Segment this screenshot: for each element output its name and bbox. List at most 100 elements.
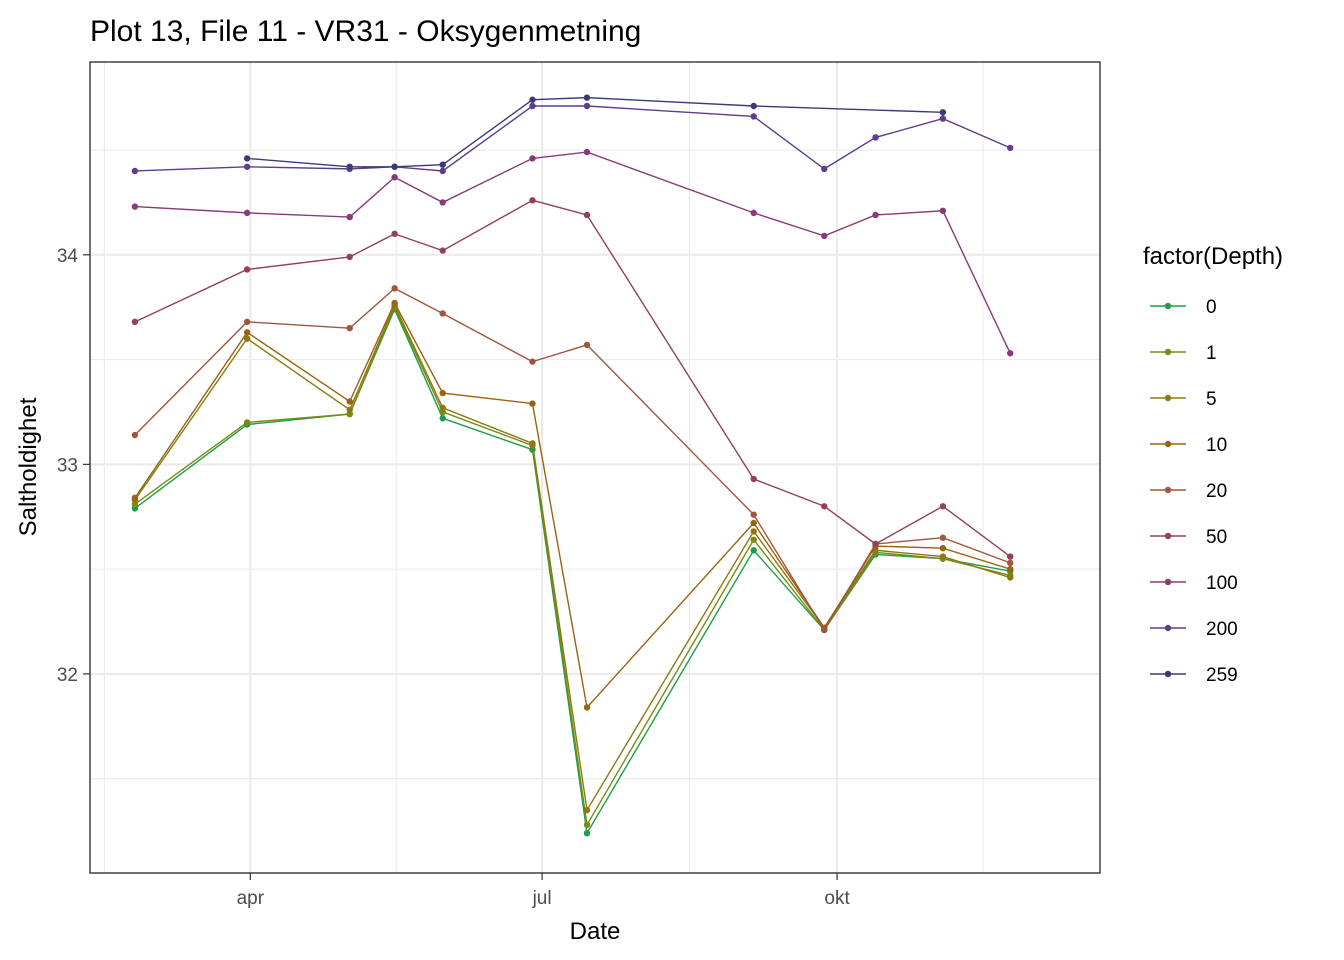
y-tick-label: 34 [57, 246, 79, 267]
series-line [134, 151, 1011, 354]
data-point [821, 232, 828, 240]
data-point [939, 503, 947, 510]
series-200 [131, 102, 1014, 175]
series-line [134, 303, 1011, 813]
data-point [243, 163, 251, 170]
data-point [439, 415, 446, 422]
data-point [243, 419, 251, 426]
legend-title: factor(Depth) [1143, 243, 1283, 270]
data-point [583, 821, 591, 829]
series-line [134, 199, 1011, 558]
series-1 [131, 303, 1014, 829]
data-point [750, 519, 757, 527]
series-20 [131, 285, 1014, 634]
data-point [346, 253, 353, 261]
data-point [439, 247, 446, 254]
y-tick-label: 32 [57, 665, 78, 686]
data-point [1007, 559, 1014, 567]
legend-label: 0 [1206, 297, 1217, 318]
data-point [750, 102, 757, 110]
series-10 [131, 299, 1014, 711]
data-point [750, 475, 757, 483]
data-point [1007, 144, 1014, 152]
data-point [750, 209, 757, 217]
data-point [243, 155, 251, 162]
legend-item-10: 10 [1150, 435, 1227, 456]
data-point [439, 310, 446, 317]
data-point [750, 511, 757, 518]
legend-item-200: 200 [1150, 619, 1238, 640]
data-point [346, 213, 353, 221]
series-100 [131, 148, 1014, 357]
data-point [1007, 350, 1014, 357]
data-point [583, 102, 591, 110]
y-axis-title: Saltholdighet [15, 397, 42, 536]
data-point [1007, 553, 1014, 560]
legend-item-20: 20 [1150, 481, 1227, 502]
y-axis: 32 33 34 [57, 246, 90, 686]
data-point [583, 341, 591, 349]
data-point [131, 431, 139, 439]
legend-item-50: 50 [1150, 527, 1227, 548]
legend-key-point [1164, 624, 1172, 632]
data-point [439, 404, 446, 411]
data-point [243, 329, 251, 336]
data-point [583, 704, 591, 711]
series-line [134, 287, 1011, 632]
data-point [750, 113, 757, 120]
series-line [134, 105, 1011, 172]
series-50 [131, 197, 1014, 560]
legend-key-point [1164, 670, 1172, 678]
data-point [243, 209, 251, 217]
data-point [583, 829, 591, 837]
series-line [134, 301, 1011, 709]
data-point [529, 155, 536, 162]
data-point [391, 299, 398, 307]
data-point [346, 406, 353, 414]
data-point [529, 102, 536, 110]
legend-label: 10 [1206, 435, 1227, 456]
legend-label: 50 [1206, 527, 1227, 548]
legend-label: 200 [1206, 619, 1238, 640]
data-point [939, 109, 947, 116]
x-tick-label: apr [237, 888, 265, 909]
data-point [243, 266, 251, 273]
series-layer [131, 94, 1014, 837]
legend-key-point [1164, 532, 1172, 540]
legend-key-point [1164, 440, 1172, 448]
data-point [821, 165, 828, 173]
series-line [247, 96, 943, 168]
data-point [391, 285, 398, 292]
x-axis: apr jul okt [237, 873, 850, 909]
data-point [529, 197, 536, 204]
y-tick-label: 33 [57, 455, 78, 476]
data-point [439, 167, 446, 175]
data-point [529, 440, 536, 447]
data-point [939, 544, 947, 552]
data-point [439, 389, 446, 397]
series-259 [243, 94, 947, 170]
legend-item-1: 1 [1150, 343, 1217, 364]
series-0 [131, 306, 1014, 837]
data-point [391, 163, 398, 170]
data-point [131, 318, 139, 326]
data-point [131, 494, 139, 502]
data-point [346, 324, 353, 332]
legend-key-point [1164, 486, 1172, 494]
legend-key-point [1164, 578, 1172, 586]
data-point [1007, 574, 1014, 581]
data-point [750, 536, 757, 543]
data-point [872, 134, 879, 141]
legend-item-5: 5 [1150, 389, 1217, 410]
data-point [583, 148, 591, 156]
data-point [346, 398, 353, 405]
legend-label: 20 [1206, 481, 1227, 502]
legend-key-point [1164, 394, 1172, 402]
legend-item-0: 0 [1150, 297, 1217, 318]
legend-label: 5 [1206, 389, 1217, 410]
data-point [939, 115, 947, 122]
data-point [821, 503, 828, 510]
data-point [821, 626, 828, 634]
data-point [872, 211, 879, 219]
data-point [529, 96, 536, 103]
